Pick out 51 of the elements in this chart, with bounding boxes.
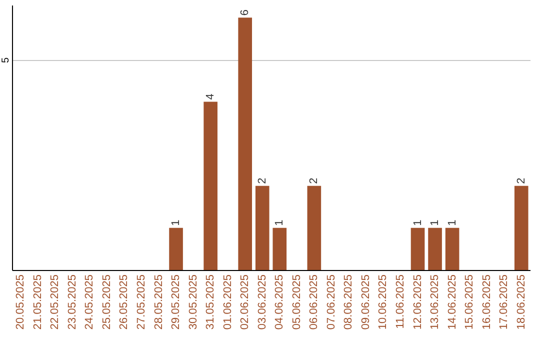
x-tick-label: 07.06.2025: [325, 274, 338, 330]
x-tick-label: 15.06.2025: [464, 274, 476, 330]
x-tick-label: 29.05.2025: [170, 274, 182, 330]
x-tick-label: 14.06.2025: [446, 274, 458, 330]
data-label: 4: [204, 94, 217, 100]
bar: [307, 186, 322, 270]
x-tick-label: 23.05.2025: [66, 274, 78, 330]
x-tick-label: 24.05.2025: [84, 274, 96, 330]
x-tick-label: 04.06.2025: [274, 274, 286, 330]
bar: [255, 186, 270, 270]
x-tick-label: 02.06.2025: [239, 274, 252, 330]
bar: [428, 228, 442, 270]
x-tick-label: 09.06.2025: [360, 274, 372, 330]
x-tick-label: 05.06.2025: [290, 274, 303, 330]
bar: [445, 228, 460, 270]
x-tick-label: 01.06.2025: [222, 274, 234, 330]
y-tick-label: 5: [0, 56, 12, 63]
data-label: 1: [429, 220, 442, 226]
bar: [272, 228, 287, 270]
x-tick-label: 27.05.2025: [136, 274, 148, 330]
x-tick-label: 26.05.2025: [118, 274, 130, 330]
data-label: 1: [412, 220, 424, 226]
x-tick-label: 21.05.2025: [32, 274, 44, 330]
bar: [514, 186, 528, 270]
x-tick-label: 22.05.2025: [49, 274, 62, 330]
x-tick-label: 13.06.2025: [429, 274, 442, 330]
data-label: 2: [256, 178, 268, 184]
x-tick-label: 18.06.2025: [515, 274, 528, 330]
x-tick-label: 03.06.2025: [256, 274, 268, 330]
x-tick-label: 31.05.2025: [204, 274, 217, 330]
x-tick-label: 06.06.2025: [308, 274, 320, 330]
x-tick-label: 25.05.2025: [100, 274, 113, 330]
x-tick-label: 16.06.2025: [480, 274, 493, 330]
bar: [410, 228, 425, 270]
bar: [169, 228, 183, 270]
x-tick-label: 17.06.2025: [498, 274, 510, 330]
x-tick-label: 11.06.2025: [394, 274, 406, 329]
data-label: 6: [239, 9, 252, 16]
x-tick-label: 30.05.2025: [187, 274, 200, 330]
x-tick-label: 20.05.2025: [14, 274, 27, 330]
x-tick-label: 12.06.2025: [412, 274, 424, 330]
x-tick-label: 28.05.2025: [152, 274, 165, 330]
data-label: 1: [170, 220, 182, 226]
data-label: 1: [274, 220, 286, 226]
x-tick-label: 08.06.2025: [342, 274, 355, 330]
data-label: 1: [446, 220, 458, 226]
bar: [204, 102, 218, 270]
bar: [238, 18, 252, 270]
data-label: 2: [308, 178, 320, 184]
data-label: 2: [515, 178, 528, 184]
x-tick-label: 10.06.2025: [377, 274, 390, 330]
